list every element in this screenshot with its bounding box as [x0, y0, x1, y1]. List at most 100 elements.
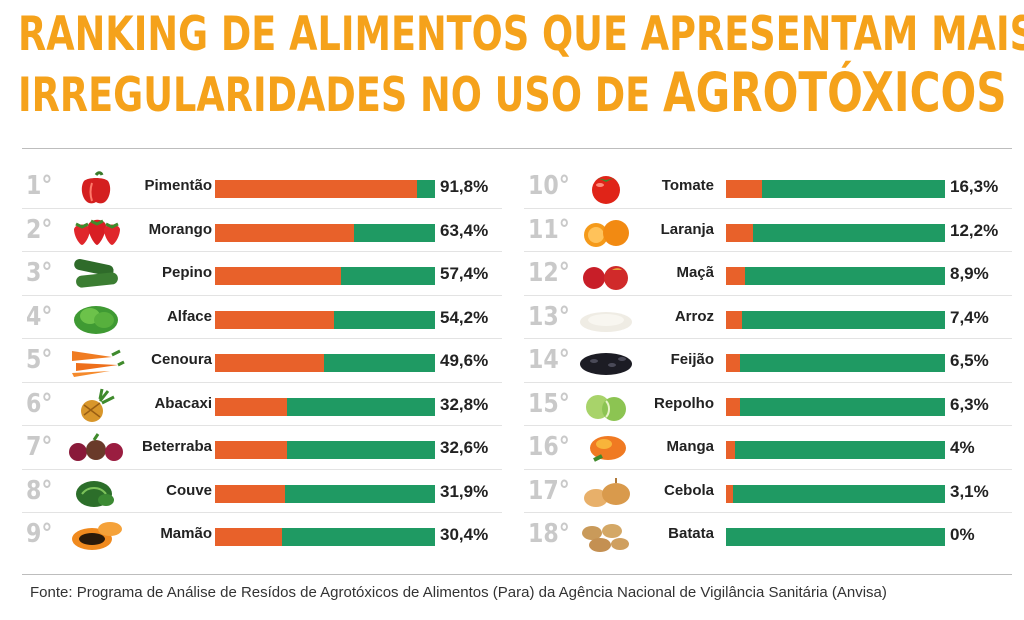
ranking-row: 10° Tomate 16,3% [524, 165, 1012, 209]
bar-track [726, 484, 945, 503]
ranking-column-left: 1° Pimentão 91,8% 2° Morango 63,4% 3° Pepino 57,… [22, 165, 502, 557]
ranking-row: 17° Cebola 3,1% [524, 470, 1012, 513]
ranking-row: 18° Batata 0% [524, 513, 1012, 557]
data-label: 6,3% [950, 394, 989, 414]
rank-label: 16° [528, 432, 570, 462]
category-label: Laranja [660, 220, 714, 238]
tomato-icon [576, 169, 636, 205]
data-label: 4% [950, 438, 975, 457]
bar [726, 223, 753, 242]
bar [726, 267, 746, 285]
title-line-2-prefix: IRREGULARIDADES NO USO DE [18, 68, 663, 123]
data-label: 32,6% [440, 438, 489, 457]
data-label: 57,4% [440, 264, 489, 283]
pineapple-icon [66, 387, 126, 423]
bar [215, 310, 335, 329]
ranking-row: 5° Cenoura 49,6% [22, 339, 502, 383]
ranking-column-right: 10° Tomate 16,3% 11° Laranja 12,2% 12° Maçã 8,9%… [524, 165, 1012, 557]
bar-track [726, 397, 945, 416]
ranking-row: 16° Manga 4% [524, 426, 1012, 470]
top-divider [22, 148, 1012, 149]
carrot-icon [66, 343, 126, 379]
bar-track [726, 223, 945, 242]
category-label: Arroz [674, 307, 714, 325]
bar-track [215, 267, 435, 285]
source-note: Fonte: Programa de Análise de Resídos de… [30, 584, 887, 601]
potato-icon [576, 517, 636, 553]
rank-label: 18° [528, 519, 570, 549]
ranking-row: 12° Maçã 8,9% [524, 252, 1012, 296]
data-label: 63,4% [440, 220, 489, 240]
bar [215, 180, 417, 198]
category-label: Manga [666, 438, 714, 455]
bar [726, 484, 733, 503]
data-label: 8,9% [950, 264, 989, 283]
ranking-row: 9° Mamão 30,4% [22, 513, 502, 557]
category-label: Abacaxi [154, 394, 212, 412]
bar-track [215, 223, 435, 242]
bar [215, 267, 342, 285]
bar-track [726, 267, 945, 285]
ranking-row: 4° Alface 54,2% [22, 296, 502, 339]
bar-track [215, 441, 435, 459]
category-label: Batata [668, 525, 714, 542]
bottom-divider [22, 574, 1012, 575]
rank-label: 11° [528, 214, 570, 245]
rank-label: 2° [26, 214, 53, 245]
data-label: 7,4% [950, 307, 989, 327]
data-label: 3,1% [950, 481, 989, 501]
category-label: Couve [166, 481, 212, 499]
ranking-row: 8° Couve 31,9% [22, 470, 502, 513]
apple-icon [576, 256, 636, 292]
bar [215, 441, 287, 459]
bar-track [215, 354, 435, 372]
bar-track [215, 310, 435, 329]
category-label: Maçã [676, 264, 714, 281]
data-label: 31,9% [440, 481, 489, 501]
bar-track [215, 180, 435, 198]
data-label: 0% [950, 525, 975, 544]
ranking-row: 11° Laranja 12,2% [524, 209, 1012, 252]
category-label: Cebola [663, 481, 714, 499]
data-label: 49,6% [440, 351, 489, 370]
mango-icon [576, 430, 636, 466]
bar-track [726, 528, 945, 546]
cucumber-icon [66, 256, 126, 292]
bar-track [726, 180, 945, 198]
title-highlight: AGROTÓXICOS [662, 61, 1007, 124]
bar-track [215, 397, 435, 416]
category-label: Feijão [670, 351, 714, 368]
rank-label: 9° [26, 519, 53, 549]
ranking-row: 1° Pimentão 91,8% [22, 165, 502, 209]
data-label: 6,5% [950, 351, 989, 370]
orange-icon [576, 213, 636, 249]
data-label: 12,2% [950, 220, 999, 240]
ranking-row: 2° Morango 63,4% [22, 209, 502, 252]
bar-track [215, 528, 435, 546]
rank-label: 3° [26, 258, 53, 288]
bar [726, 354, 741, 372]
bar-track [726, 441, 945, 459]
bar [726, 397, 740, 416]
rank-label: 1° [26, 171, 53, 201]
rank-label: 8° [26, 475, 53, 506]
ranking-row: 3° Pepino 57,4% [22, 252, 502, 296]
bar [726, 441, 735, 459]
category-label: Beterraba [141, 438, 212, 455]
kale-icon [66, 474, 126, 510]
bar [215, 223, 355, 242]
bean-icon [576, 343, 636, 379]
category-label: Tomate [661, 177, 714, 194]
beet-icon [66, 430, 126, 466]
category-label: Repolho [654, 394, 714, 412]
rank-label: 6° [26, 388, 53, 419]
category-label: Pepino [161, 264, 212, 281]
category-label: Cenoura [151, 351, 212, 368]
category-label: Mamão [160, 525, 212, 542]
onion-icon [576, 474, 636, 510]
bar-track [215, 484, 435, 503]
cabbage-icon [576, 387, 636, 423]
category-label: Alface [166, 307, 212, 325]
rank-label: 15° [528, 388, 570, 419]
category-label: Pimentão [144, 177, 212, 194]
